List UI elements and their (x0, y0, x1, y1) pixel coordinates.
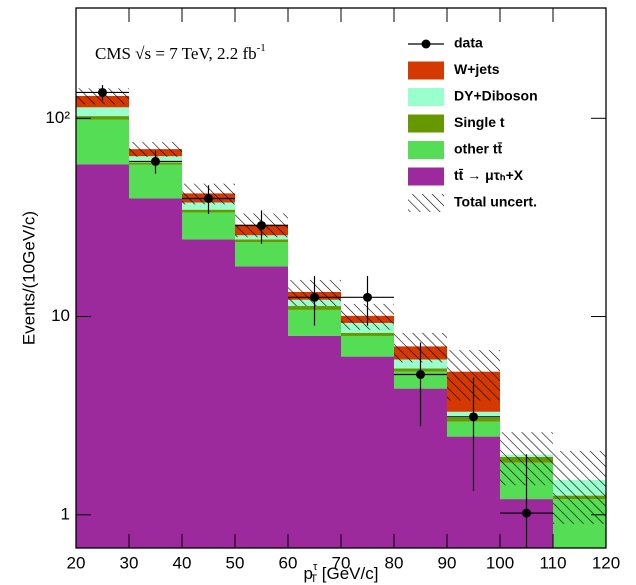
bar-segment (129, 198, 182, 548)
data-point (469, 412, 478, 422)
annotation-sup: -1 (257, 42, 266, 54)
legend-label: data (454, 35, 483, 51)
legend-swatch (408, 141, 444, 159)
y-tick-label: 1 (61, 504, 70, 523)
annotation: CMS √s = 7 TeV, 2.2 fb-1 (95, 42, 266, 63)
bar-segment (182, 239, 235, 548)
legend-label: tt̄ → μτₕ+X (454, 167, 524, 183)
x-tick-label: 110 (539, 553, 566, 572)
legend-swatch (408, 194, 444, 212)
bar-segment (76, 107, 129, 117)
x-tick-label: 120 (592, 553, 620, 572)
bar-segment (235, 242, 288, 267)
data-point (363, 292, 372, 302)
x-tick-label: 60 (279, 553, 298, 572)
legend-swatch (408, 167, 444, 186)
uncertainty-band (129, 142, 182, 157)
uncertainty-band (553, 450, 606, 524)
legend-swatch (408, 114, 444, 133)
data-point (310, 292, 319, 302)
legend-label: Single t (454, 114, 505, 130)
bar-segment (341, 332, 394, 336)
bar-segment (341, 335, 394, 357)
legend: data W+jets DY+Diboson Single t other tt̄ tt̄… (408, 35, 538, 212)
bar-segment (76, 119, 129, 165)
legend-label: DY+Diboson (454, 88, 538, 104)
x-label-base: p (304, 564, 313, 583)
bar-segment (76, 116, 129, 120)
annotation-main: CMS √s = 7 TeV, 2.2 fb (95, 44, 257, 63)
data-point (151, 156, 160, 166)
bar-segment (341, 356, 394, 548)
legend-swatch (408, 61, 444, 80)
bar-segment (182, 212, 235, 240)
x-tick-label: 80 (385, 553, 404, 572)
data-point (257, 220, 266, 230)
x-label-unit: [GeV/c] (317, 564, 378, 583)
x-label-sub: T (310, 573, 317, 585)
legend-label: Total uncert. (454, 194, 537, 210)
x-label-sup: τ (313, 561, 318, 573)
x-label: pτ T [GeV/c] (304, 561, 379, 585)
legend-marker (421, 39, 431, 49)
x-tick-label: 30 (120, 553, 139, 572)
bar-segment (76, 164, 129, 548)
x-tick-label: 70 (332, 553, 351, 572)
x-tick-label: 20 (67, 553, 86, 572)
data-point (416, 370, 425, 380)
data-point (522, 508, 531, 518)
x-tick-label: 40 (173, 553, 192, 572)
legend-label: W+jets (454, 61, 500, 77)
x-tick-label: 90 (438, 553, 457, 572)
legend-label: other tt̄ (454, 140, 503, 156)
y-tick-label: 10² (45, 108, 70, 127)
data-point (204, 193, 213, 203)
x-tick-label: 50 (226, 553, 245, 572)
bar-segment (235, 266, 288, 548)
x-tick-label: 100 (486, 553, 514, 572)
data-point (98, 87, 107, 97)
y-label: Events/(10GeV/c) (19, 211, 38, 345)
legend-swatch (408, 88, 444, 106)
bar-segment (288, 335, 341, 548)
y-tick-label: 10 (51, 306, 70, 325)
